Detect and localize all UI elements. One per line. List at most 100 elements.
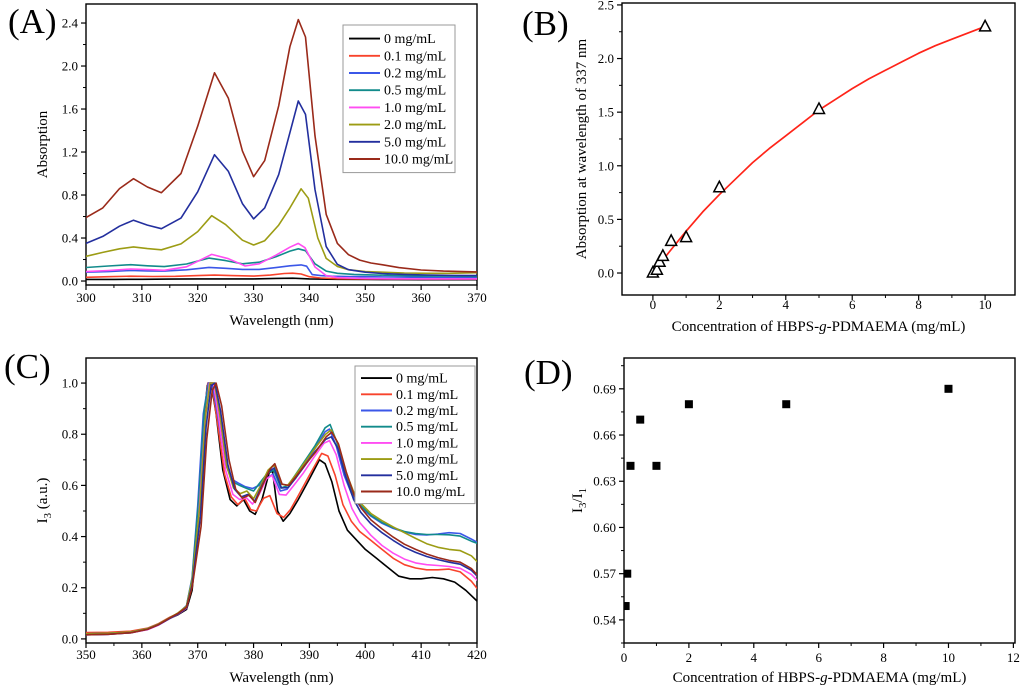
y-tick-label: 0.0	[62, 631, 78, 646]
series-line	[86, 188, 477, 275]
y-tick-label: 2.5	[598, 0, 614, 12]
triangle-marker	[978, 18, 992, 32]
series-line	[86, 18, 477, 273]
y-tick-label: 0.0	[598, 266, 614, 281]
y-tick-label: 1.0	[62, 376, 78, 391]
y-axis-ticks: 0.0 0.4 0.8 1.2 1.6 2.0 2.4	[62, 16, 86, 289]
y-tick-label: 1.0	[598, 158, 614, 173]
square-marker	[652, 461, 661, 470]
series-layer	[624, 384, 953, 611]
legend-label: 1.0 mg/mL	[396, 436, 458, 451]
legend-label: 0.5 mg/mL	[384, 84, 446, 99]
square-marker	[636, 415, 645, 424]
x-tick-label: 360	[132, 647, 152, 662]
legend-label: 10.0 mg/mL	[396, 485, 465, 500]
y-tick-label: 2.0	[598, 51, 614, 66]
x-tick-label: 410	[411, 647, 431, 662]
plot-frame	[621, 2, 1016, 296]
panel-b-label: (B)	[522, 4, 569, 43]
x-tick-label: 300	[76, 290, 96, 305]
y-tick-label: 1.2	[62, 145, 78, 160]
y-tick-label: 0.8	[62, 427, 78, 442]
legend-label: 5.0 mg/mL	[384, 135, 446, 150]
x-tick-label: 6	[849, 297, 856, 312]
legend-label: 0.1 mg/mL	[396, 388, 458, 403]
scatter-series	[646, 18, 992, 278]
x-tick-label: 380	[244, 647, 264, 662]
y-axis-ticks: 0.0 0.5 1.0 1.5 2.0 2.5	[598, 0, 622, 281]
triangle-marker	[650, 262, 664, 276]
square-marker	[944, 384, 953, 393]
legend-label: 1.0 mg/mL	[384, 101, 446, 116]
y-axis-title: Absorption at wavelength of 337 nm	[574, 38, 590, 259]
x-tick-label: 340	[300, 290, 320, 305]
y-tick-label: 0.4	[62, 231, 79, 246]
panel-d-label: (D)	[524, 353, 573, 392]
x-axis-ticks: 0 2 4 6 8 10	[650, 295, 992, 312]
legend-box	[342, 24, 456, 174]
series-layer	[86, 18, 477, 281]
x-tick-label: 420	[467, 647, 487, 662]
x-tick-label: 10	[979, 297, 992, 312]
series-layer	[646, 18, 992, 278]
y-tick-label: 0.2	[62, 580, 78, 595]
panel-d-chart: 0 2 4 6 8 10 12 0.54 0.57 0.60 0.63 0.66 0.69 Concent…	[570, 357, 1020, 686]
x-axis-title: Wavelength (nm)	[229, 313, 333, 329]
legend-label: 0.5 mg/mL	[396, 420, 458, 435]
x-tick-label: 6	[815, 650, 822, 665]
x-tick-label: 4	[783, 297, 790, 312]
legend-label: 2.0 mg/mL	[384, 118, 446, 133]
series-line	[86, 100, 477, 277]
x-tick-label: 0	[650, 297, 657, 312]
x-tick-label: 8	[880, 650, 887, 665]
triangle-marker	[812, 101, 826, 115]
panel-c-chart: 350 360 370 380 390 400 410 420 0.0 0.2 0.4 0.6 0.8 1…	[35, 357, 487, 686]
legend-label: 10.0 mg/mL	[384, 153, 453, 168]
scatter-series	[624, 384, 953, 611]
y-tick-label: 0.6	[62, 478, 79, 493]
y-axis-title: Absorption	[35, 110, 51, 178]
y-axis-ticks: 0.0 0.2 0.4 0.6 0.8 1.0	[62, 376, 86, 646]
x-tick-label: 2	[716, 297, 723, 312]
x-tick-label: 12	[1007, 650, 1020, 665]
triangle-marker	[664, 233, 678, 247]
y-axis-ticks: 0.54 0.57 0.60 0.63 0.66 0.69	[593, 365, 624, 644]
legend-label: 2.0 mg/mL	[396, 453, 458, 468]
y-tick-label: 1.6	[62, 102, 79, 117]
y-tick-label: 0.0	[62, 274, 78, 289]
x-axis-title: Concentration of HBPS-g-PDMAEMA (mg/mL)	[672, 319, 966, 335]
square-marker	[782, 400, 791, 409]
x-tick-label: 310	[132, 290, 152, 305]
square-marker	[624, 569, 632, 578]
square-marker	[684, 400, 693, 409]
x-tick-label: 350	[76, 647, 96, 662]
x-tick-label: 400	[356, 647, 376, 662]
panel-b-chart: 0 2 4 6 8 10 0.0 0.5 1.0 1.5 2.0 2.5 Concentration o…	[574, 0, 1016, 335]
legend-label: 0.1 mg/mL	[384, 49, 446, 64]
x-tick-label: 0	[621, 650, 628, 665]
x-axis-title: Wavelength (nm)	[229, 670, 333, 686]
y-tick-label: 0.66	[593, 428, 616, 443]
x-tick-label: 360	[411, 290, 431, 305]
x-tick-label: 10	[942, 650, 955, 665]
series-line	[86, 242, 477, 280]
y-tick-label: 0.8	[62, 188, 78, 203]
y-tick-label: 0.54	[593, 612, 616, 627]
x-tick-label: 320	[188, 290, 208, 305]
x-axis-ticks: 350 360 370 380 390 400 410 420	[76, 643, 487, 662]
square-marker	[624, 602, 630, 611]
y-tick-label: 2.4	[62, 16, 79, 31]
x-tick-label: 2	[686, 650, 693, 665]
series-line	[652, 25, 986, 274]
x-tick-label: 4	[751, 650, 758, 665]
series-line	[86, 264, 477, 279]
legend-box	[354, 365, 476, 505]
y-tick-label: 1.5	[598, 105, 614, 120]
series-line	[86, 248, 477, 278]
panel-a-chart: 300 310 320 330 340 350 360 370 0.0 0.4 0.8 1.2 1.6 2…	[35, 3, 487, 329]
legend-label: 0.2 mg/mL	[396, 404, 458, 419]
x-axis-ticks: 0 2 4 6 8 10 12	[621, 643, 1020, 665]
x-tick-label: 390	[300, 647, 320, 662]
y-axis-title: I3/I1	[570, 488, 589, 513]
